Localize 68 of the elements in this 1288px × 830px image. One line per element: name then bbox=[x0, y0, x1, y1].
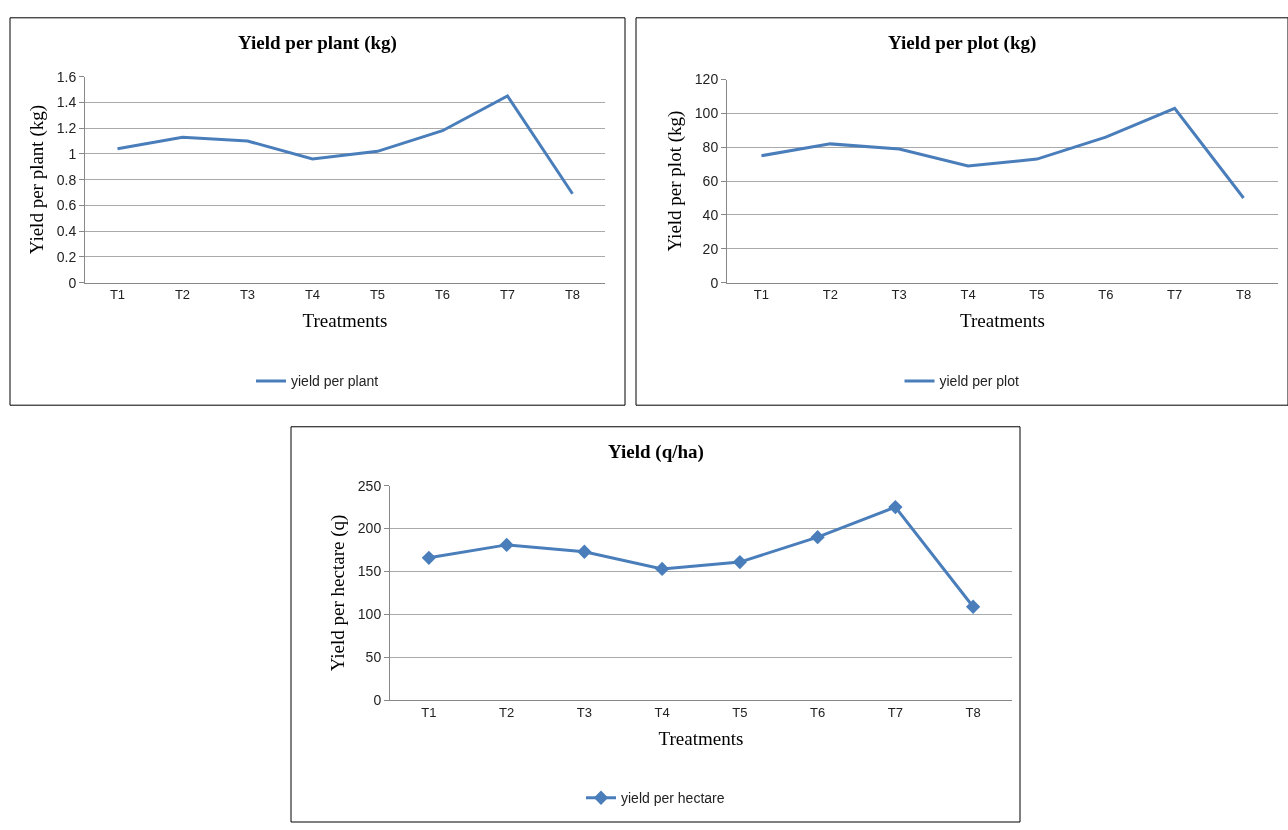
x-axis-title: Treatments bbox=[302, 310, 388, 331]
chart-title: Yield per plot (kg) bbox=[888, 32, 1037, 54]
y-axis-title: Yield per plot (kg) bbox=[663, 110, 686, 252]
y-axis-title: Yield per plant (kg) bbox=[25, 104, 48, 255]
x-tick-label: T6 bbox=[810, 704, 826, 720]
x-tick-label: T8 bbox=[965, 704, 981, 720]
x-tick-label: T2 bbox=[499, 704, 515, 720]
x-tick-label: T3 bbox=[891, 287, 907, 303]
point bbox=[577, 544, 592, 559]
x-tick-label: T5 bbox=[369, 287, 386, 303]
y-tick-label: 250 bbox=[357, 477, 382, 494]
x-tick-label: T7 bbox=[499, 287, 516, 303]
point bbox=[421, 550, 437, 565]
x-tick-label: T7 bbox=[1167, 287, 1183, 303]
point bbox=[732, 554, 748, 570]
chart-title: Yield (q/ha) bbox=[608, 441, 704, 463]
line-series bbox=[116, 94, 574, 196]
y-tick-label: 0 bbox=[68, 274, 77, 291]
y-tick-label: 100 bbox=[357, 606, 382, 623]
point bbox=[810, 530, 825, 545]
x-axis-title: Treatments bbox=[658, 727, 744, 749]
y-tick-label: 1.6 bbox=[56, 68, 77, 85]
x-axis-title: Treatments bbox=[960, 310, 1045, 331]
x-tick-label: T2 bbox=[822, 287, 838, 303]
x-tick-label: T1 bbox=[109, 287, 126, 303]
x-tick-label: T5 bbox=[1029, 287, 1045, 303]
point bbox=[888, 499, 903, 515]
y-tick-label: 60 bbox=[702, 172, 719, 189]
y-tick-label: 0 bbox=[373, 692, 382, 709]
point bbox=[499, 537, 514, 553]
point bbox=[654, 561, 670, 577]
y-tick-label: 200 bbox=[357, 520, 382, 537]
chart-title: Yield per plant (kg) bbox=[238, 32, 397, 54]
y-tick-label: 1.2 bbox=[56, 120, 77, 137]
x-tick-label: T1 bbox=[421, 704, 437, 720]
x-tick-label: T1 bbox=[753, 287, 770, 303]
line-series bbox=[759, 106, 1246, 200]
x-tick-label: T4 bbox=[304, 287, 321, 303]
x-tick-label: T8 bbox=[1235, 287, 1252, 303]
x-tick-label: T4 bbox=[960, 287, 976, 303]
legend-label: yield per plot bbox=[939, 373, 1019, 390]
x-tick-label: T3 bbox=[576, 704, 592, 720]
x-tick-label: T7 bbox=[887, 704, 903, 720]
y-tick-label: 50 bbox=[365, 649, 382, 666]
x-tick-label: T6 bbox=[1098, 287, 1114, 303]
y-tick-label: 1 bbox=[68, 145, 77, 162]
y-tick-label: 150 bbox=[357, 563, 382, 580]
point bbox=[965, 599, 981, 614]
x-tick-label: T8 bbox=[564, 287, 581, 303]
y-axis-title: Yield per hectare (q) bbox=[326, 514, 349, 672]
legend-label: yield per hectare bbox=[621, 790, 725, 807]
x-tick-label: T4 bbox=[654, 704, 670, 720]
y-tick-label: 20 bbox=[702, 240, 719, 257]
y-tick-label: 100 bbox=[694, 105, 719, 122]
x-tick-label: T6 bbox=[434, 287, 451, 303]
y-tick-label: 0.6 bbox=[56, 197, 77, 214]
legend-label: yield per plant bbox=[291, 373, 379, 390]
x-tick-label: T3 bbox=[239, 287, 256, 303]
y-tick-label: 120 bbox=[694, 71, 719, 88]
y-tick-label: 0.2 bbox=[56, 248, 77, 265]
y-tick-label: 40 bbox=[702, 206, 719, 223]
y-tick-label: 0 bbox=[710, 274, 719, 291]
y-tick-label: 0.8 bbox=[56, 171, 77, 188]
y-tick-label: 0.4 bbox=[56, 223, 77, 240]
y-tick-label: 80 bbox=[702, 139, 719, 156]
x-tick-label: T2 bbox=[174, 287, 191, 303]
y-tick-label: 1.4 bbox=[56, 94, 77, 111]
x-tick-label: T5 bbox=[732, 704, 748, 720]
